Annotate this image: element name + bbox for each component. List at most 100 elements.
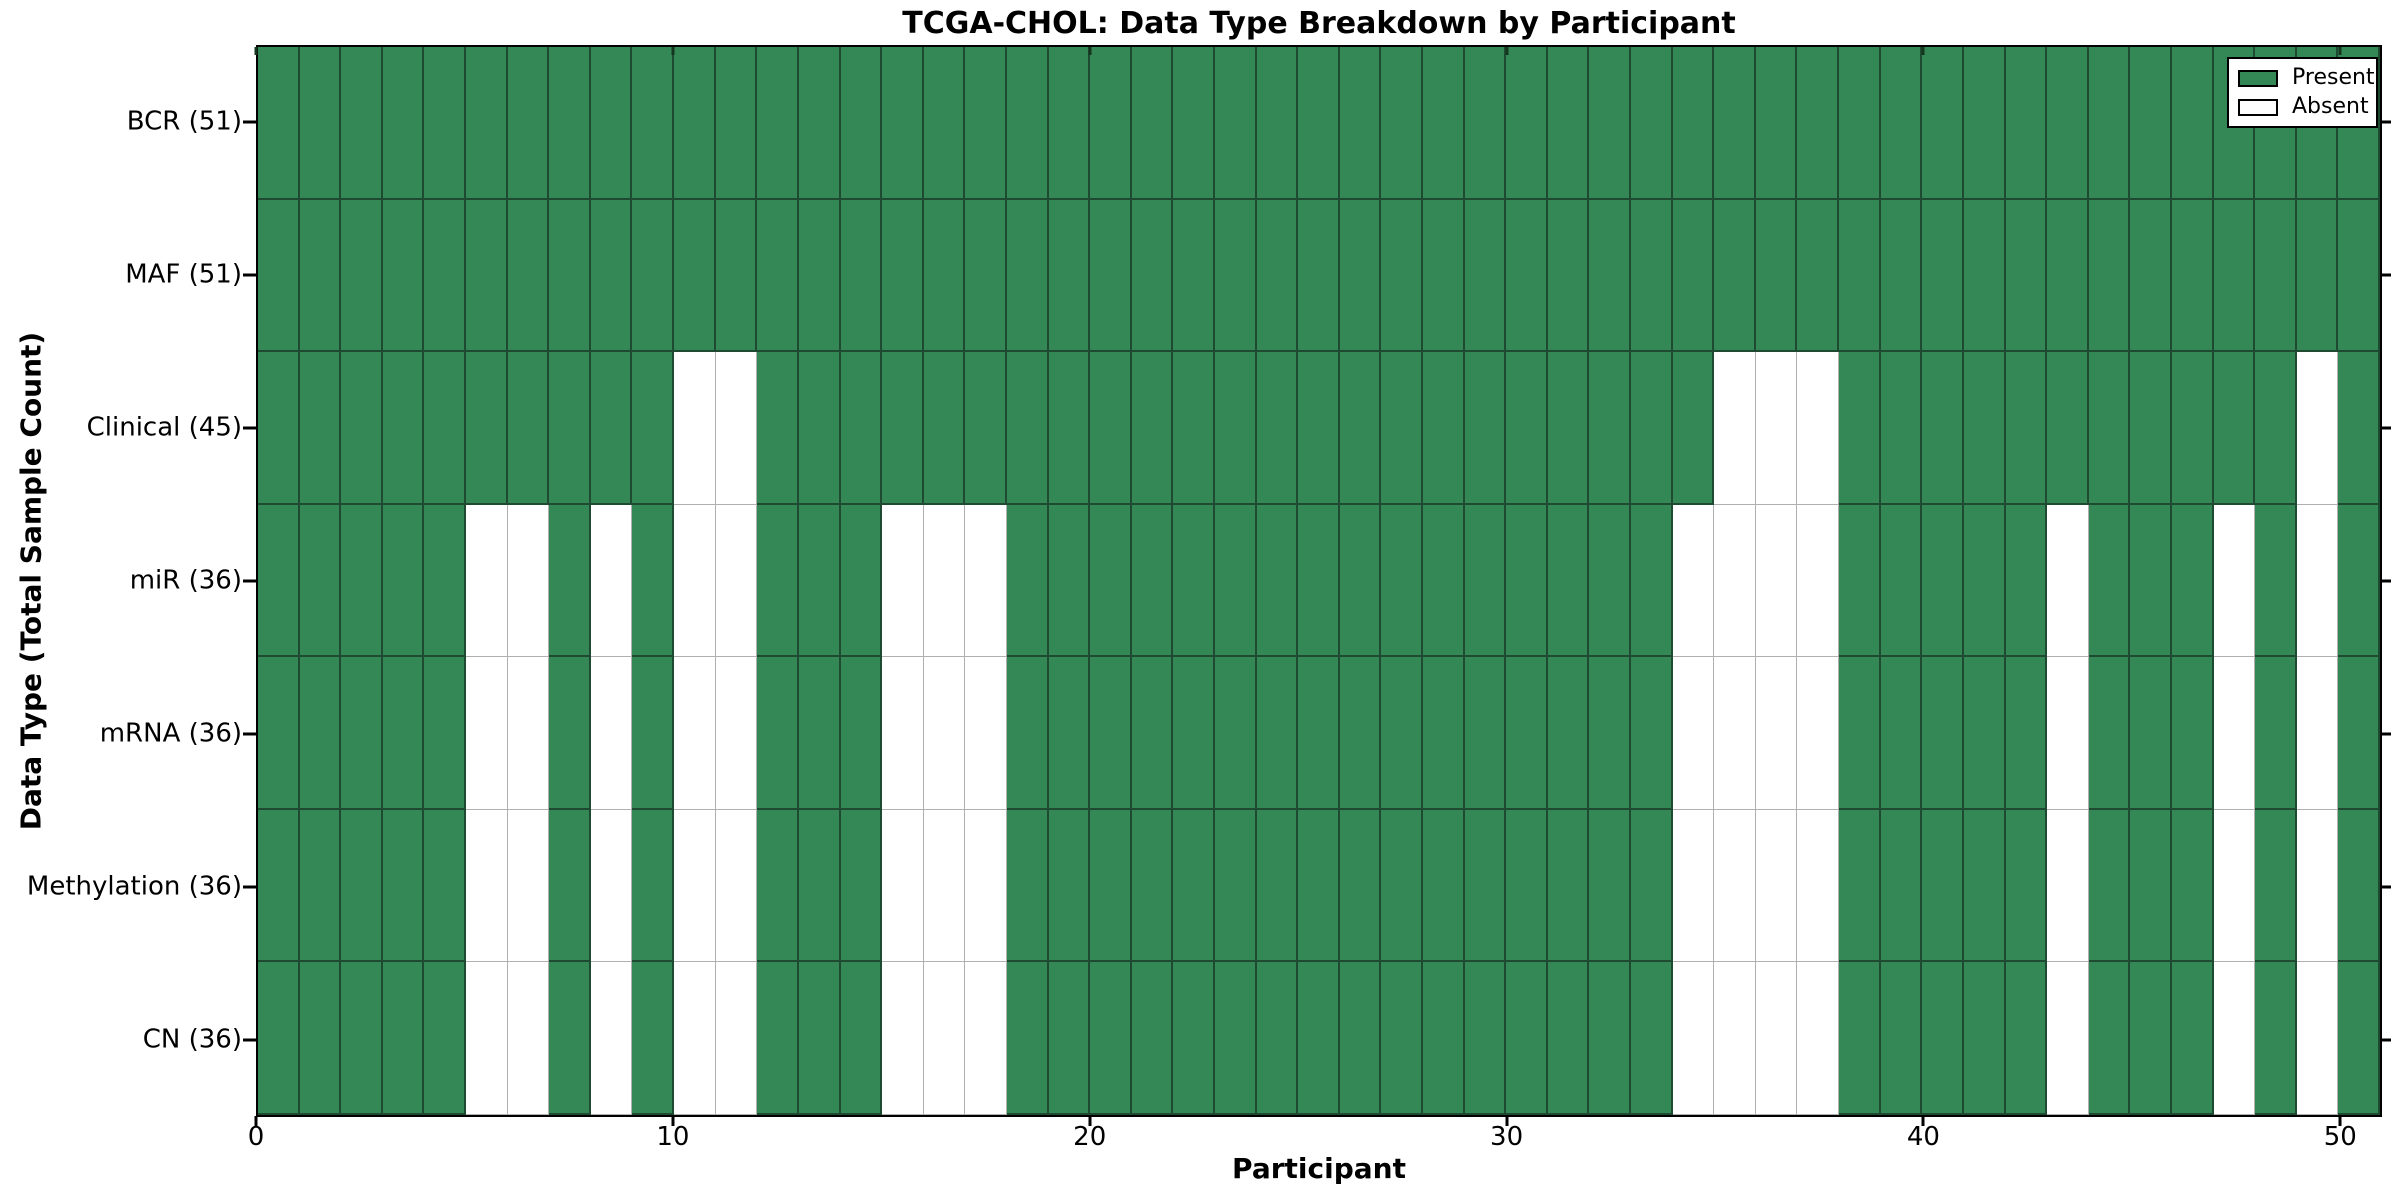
grid-cell-MAF-p26 [1339,199,1382,353]
grid-cell-CN-p13 [798,962,841,1115]
grid-cell-CN-p47 [2213,962,2256,1115]
grid-cell-Methylation-p14 [840,809,883,963]
grid-cell-Methylation-p29 [1464,809,1507,963]
grid-cell-miR-p50 [2338,504,2380,658]
grid-cell-mRNA-p4 [424,657,467,810]
grid-cell-BCR-p45 [2130,47,2172,200]
grid-cell-CN-p21 [1131,962,1174,1115]
grid-cell-mRNA-p50 [2338,657,2380,810]
grid-cell-BCR-p17 [965,47,1007,200]
grid-cell-CN-p40 [1922,962,1964,1115]
grid-cell-mRNA-p34 [1672,657,1715,810]
grid-cell-Clinical-p13 [798,352,841,505]
grid-cell-Methylation-p25 [1298,809,1340,963]
grid-cell-Clinical-p19 [1048,352,1091,505]
grid-cell-miR-p14 [840,504,883,658]
grid-cell-Methylation-p32 [1589,809,1632,963]
legend-entry-present: Present [2238,67,2375,89]
grid-cell-CN-p3 [382,962,425,1115]
grid-cell-BCR-p9 [632,47,675,200]
grid-cell-miR-p45 [2130,504,2172,658]
grid-cell-MAF-p29 [1464,199,1507,353]
grid-cell-MAF-p44 [2088,199,2131,353]
grid-cell-MAF-p48 [2255,199,2297,353]
y-tick-mark-right [2382,273,2391,277]
grid-cell-CN-p49 [2296,962,2339,1115]
grid-cell-Clinical-p26 [1339,352,1382,505]
legend-entry-absent: Absent [2238,96,2369,118]
grid-cell-CN-p42 [2005,962,2048,1115]
grid-cell-BCR-p10 [674,47,716,200]
grid-cell-MAF-p21 [1131,199,1174,353]
x-tick-mark-top [671,47,675,55]
grid-cell-miR-p24 [1256,504,1299,658]
grid-cell-Methylation-p10 [674,809,716,963]
grid-cell-Methylation-p39 [1880,809,1923,963]
grid-cell-CN-p29 [1464,962,1507,1115]
grid-cell-MAF-p14 [840,199,883,353]
legend: Present Absent [2227,57,2378,128]
grid-cell-Clinical-p4 [424,352,467,505]
grid-cell-Clinical-p16 [923,352,966,505]
grid-cell-mRNA-p36 [1755,657,1798,810]
grid-cell-CN-p43 [2047,962,2089,1115]
grid-cell-MAF-p1 [299,199,342,353]
grid-cell-Clinical-p14 [840,352,883,505]
grid-cell-BCR-p15 [882,47,924,200]
grid-cell-BCR-p6 [507,47,550,200]
grid-cell-mRNA-p15 [882,657,924,810]
grid-cell-mRNA-p30 [1506,657,1548,810]
grid-cell-Methylation-p40 [1922,809,1964,963]
grid-cell-miR-p27 [1381,504,1424,658]
grid-cell-CN-p19 [1048,962,1091,1115]
grid-cell-BCR-p32 [1589,47,1632,200]
y-tick-mark [243,732,256,736]
grid-cell-BCR-p40 [1922,47,1964,200]
grid-cell-mRNA-p46 [2171,657,2214,810]
grid-cell-Clinical-p18 [1006,352,1049,505]
grid-cell-Clinical-p25 [1298,352,1340,505]
grid-cell-MAF-p35 [1714,199,1756,353]
grid-cell-Methylation-p42 [2005,809,2048,963]
grid-cell-Methylation-p26 [1339,809,1382,963]
grid-cell-BCR-p20 [1090,47,1132,200]
grid-cell-CN-p7 [549,962,591,1115]
grid-cell-BCR-p21 [1131,47,1174,200]
y-tick-mark [243,885,256,889]
grid-cell-mRNA-p28 [1423,657,1465,810]
grid-cell-miR-p2 [341,504,383,658]
grid-cell-miR-p32 [1589,504,1632,658]
grid-cell-mRNA-p9 [632,657,675,810]
grid-cell-Methylation-p49 [2296,809,2339,963]
x-tick-mark [254,1116,258,1126]
y-tick-label-mRNA: mRNA (36) [99,718,242,749]
grid-cell-BCR-p12 [757,47,799,200]
grid-cell-mRNA-p48 [2255,657,2297,810]
chart-title: TCGA-CHOL: Data Type Breakdown by Partic… [902,6,1736,41]
grid-cell-Clinical-p35 [1714,352,1756,505]
grid-cell-Methylation-p28 [1423,809,1465,963]
grid-cell-BCR-p22 [1173,47,1215,200]
grid-cell-Clinical-p9 [632,352,675,505]
grid-cell-Clinical-p7 [549,352,591,505]
plot-area [256,45,2382,1117]
grid-cell-Methylation-p19 [1048,809,1091,963]
grid-cell-CN-p32 [1589,962,1632,1115]
grid-cell-CN-p10 [674,962,716,1115]
grid-cell-MAF-p19 [1048,199,1091,353]
grid-cell-mRNA-p23 [1214,657,1257,810]
grid-cell-miR-p5 [466,504,508,658]
grid-cell-MAF-p2 [341,199,383,353]
grid-cell-Clinical-p20 [1090,352,1132,505]
grid-cell-Methylation-p22 [1173,809,1215,963]
grid-cell-BCR-p18 [1006,47,1049,200]
grid-cell-miR-p48 [2255,504,2297,658]
grid-cell-miR-p49 [2296,504,2339,658]
grid-cell-MAF-p30 [1506,199,1548,353]
x-tick-mark [671,1116,675,1126]
grid-cell-miR-p16 [923,504,966,658]
grid-cell-MAF-p16 [923,199,966,353]
y-tick-mark [243,273,256,277]
y-tick-label-Clinical: Clinical (45) [86,412,242,443]
grid-cell-miR-p23 [1214,504,1257,658]
